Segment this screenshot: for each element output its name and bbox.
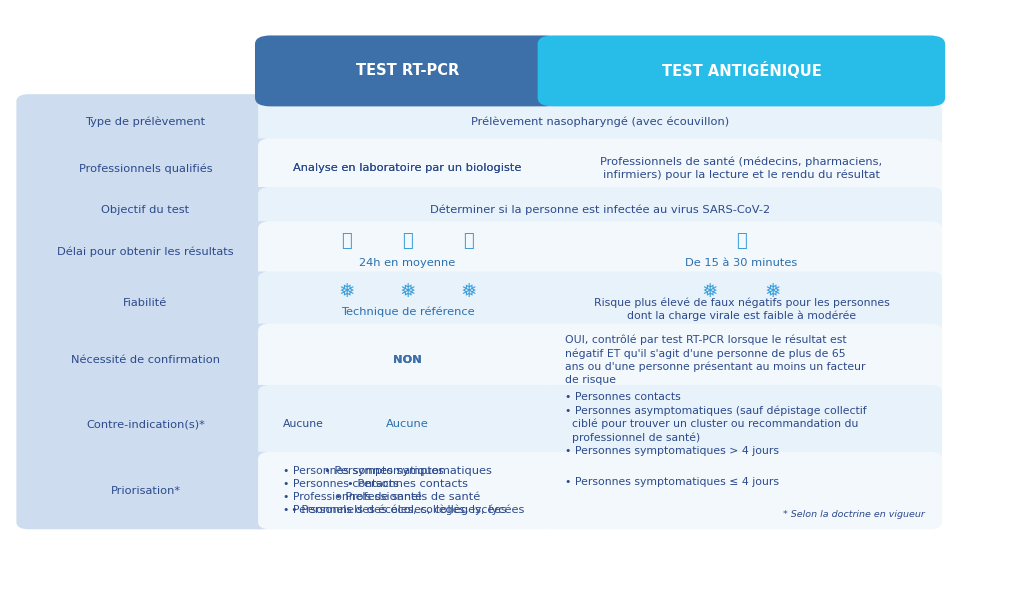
FancyBboxPatch shape	[258, 138, 557, 199]
Text: De 15 à 30 minutes: De 15 à 30 minutes	[685, 258, 798, 268]
FancyBboxPatch shape	[16, 452, 274, 530]
Text: NON: NON	[393, 355, 422, 365]
Text: Analyse en laboratoire par un biologiste: Analyse en laboratoire par un biologiste	[293, 164, 522, 173]
Text: Professionnels de santé (médecins, pharmaciens,
infirmiers) pour la lecture et l: Professionnels de santé (médecins, pharm…	[600, 157, 883, 180]
FancyBboxPatch shape	[541, 452, 942, 530]
Text: Technique de référence: Technique de référence	[341, 307, 474, 317]
Text: • Personnes symptomatiques
• Personnes contacts
• Professionnels de santé
• Pers: • Personnes symptomatiques • Personnes c…	[283, 466, 506, 515]
Text: Aucune: Aucune	[386, 419, 429, 429]
Text: Objectif du test: Objectif du test	[101, 205, 189, 215]
FancyBboxPatch shape	[16, 221, 274, 283]
FancyBboxPatch shape	[258, 323, 557, 397]
FancyBboxPatch shape	[16, 187, 274, 233]
Text: TEST RT-PCR: TEST RT-PCR	[356, 63, 459, 79]
FancyBboxPatch shape	[16, 138, 274, 199]
Text: Aucune: Aucune	[283, 419, 324, 429]
Text: Déterminer si la personne est infectée au virus SARS-CoV-2: Déterminer si la personne est infectée a…	[430, 204, 770, 215]
Text: Type de prélèvement: Type de prélèvement	[85, 117, 206, 127]
FancyBboxPatch shape	[16, 385, 274, 463]
Text: Nécessité de confirmation: Nécessité de confirmation	[71, 355, 220, 365]
Text: ⏱: ⏱	[736, 232, 746, 251]
Text: 24h en moyenne: 24h en moyenne	[359, 258, 456, 268]
FancyBboxPatch shape	[541, 271, 942, 335]
Text: Professionnels qualifiés: Professionnels qualifiés	[79, 163, 212, 174]
Text: Délai pour obtenir les résultats: Délai pour obtenir les résultats	[57, 247, 233, 257]
Text: Prélèvement nasopharyngé (avec écouvillon): Prélèvement nasopharyngé (avec écouvillo…	[471, 117, 729, 127]
FancyBboxPatch shape	[258, 385, 557, 463]
Text: Fiabilité: Fiabilité	[123, 298, 168, 308]
FancyBboxPatch shape	[541, 385, 942, 463]
FancyBboxPatch shape	[538, 35, 945, 106]
FancyBboxPatch shape	[258, 187, 942, 233]
Text: ⏱: ⏱	[463, 232, 474, 251]
Text: Priorisation*: Priorisation*	[111, 486, 180, 495]
Text: ❅: ❅	[338, 282, 354, 301]
FancyBboxPatch shape	[541, 221, 942, 283]
FancyBboxPatch shape	[255, 35, 560, 106]
Text: * Selon la doctrine en vigueur: * Selon la doctrine en vigueur	[783, 510, 925, 519]
FancyBboxPatch shape	[16, 271, 274, 335]
Text: ❅: ❅	[701, 282, 718, 301]
Text: TEST ANTIGÉNIQUE: TEST ANTIGÉNIQUE	[662, 63, 821, 79]
FancyBboxPatch shape	[258, 271, 557, 335]
Text: OUI, contrôlé par test RT-PCR lorsque le résultat est
négatif ET qu'il s'agit d': OUI, contrôlé par test RT-PCR lorsque le…	[565, 335, 865, 385]
FancyBboxPatch shape	[258, 94, 942, 150]
Text: Analyse en laboratoire par un biologiste: Analyse en laboratoire par un biologiste	[293, 164, 522, 173]
Text: ❅: ❅	[461, 282, 477, 301]
Text: • Personnes symptomatiques ≤ 4 jours: • Personnes symptomatiques ≤ 4 jours	[565, 477, 779, 486]
Text: ❅: ❅	[765, 282, 781, 301]
Text: Risque plus élevé de faux négatifs pour les personnes
dont la charge virale est : Risque plus élevé de faux négatifs pour …	[594, 297, 889, 321]
Text: ⏱: ⏱	[341, 232, 352, 251]
FancyBboxPatch shape	[541, 138, 942, 199]
Text: NON: NON	[393, 355, 422, 365]
Text: • Personnes symptomatiques
• Personnes contacts
• Professionnels de santé
• Pers: • Personnes symptomatiques • Personnes c…	[291, 466, 524, 515]
FancyBboxPatch shape	[16, 94, 274, 150]
FancyBboxPatch shape	[541, 323, 942, 397]
Text: ❅: ❅	[399, 282, 416, 301]
FancyBboxPatch shape	[16, 323, 274, 397]
FancyBboxPatch shape	[258, 452, 557, 530]
Text: • Personnes contacts
• Personnes asymptomatiques (sauf dépistage collectif
  cib: • Personnes contacts • Personnes asympto…	[565, 392, 867, 456]
FancyBboxPatch shape	[258, 221, 557, 283]
Text: ⏱: ⏱	[402, 232, 413, 251]
Text: Contre-indication(s)*: Contre-indication(s)*	[86, 419, 205, 429]
